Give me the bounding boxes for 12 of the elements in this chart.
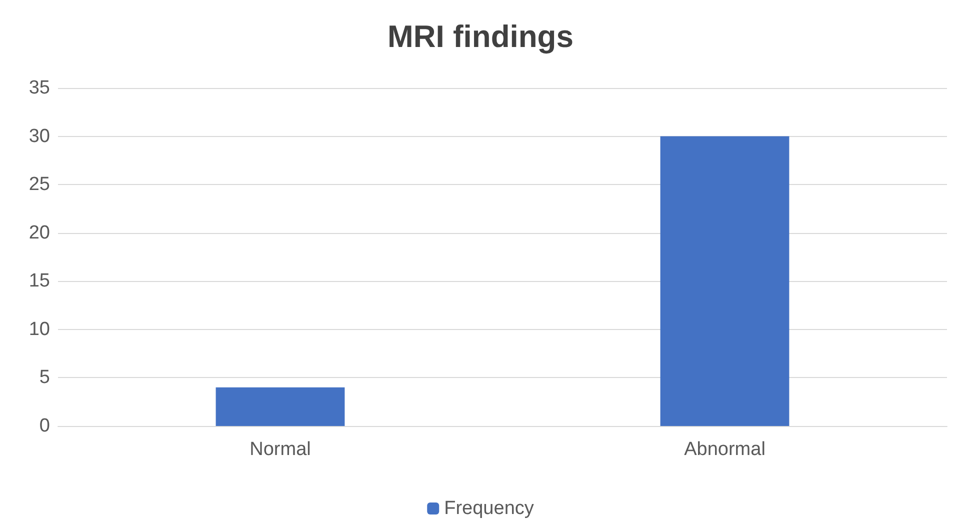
y-tick-label: 30 [28,126,50,147]
y-tick-label: 5 [39,367,50,388]
y-tick-label: 0 [39,416,50,436]
y-tick-label: 20 [28,222,50,244]
y-tick-label: 10 [28,318,50,340]
y-tick-label: 35 [28,78,50,98]
legend-label: Frequency [444,498,534,519]
chart-title: MRI findings [388,19,574,54]
y-tick-label: 15 [28,270,50,292]
x-tick-label: Normal [250,439,311,460]
x-tick-label: Abnormal [684,439,766,460]
y-tick-label: 25 [28,174,50,196]
